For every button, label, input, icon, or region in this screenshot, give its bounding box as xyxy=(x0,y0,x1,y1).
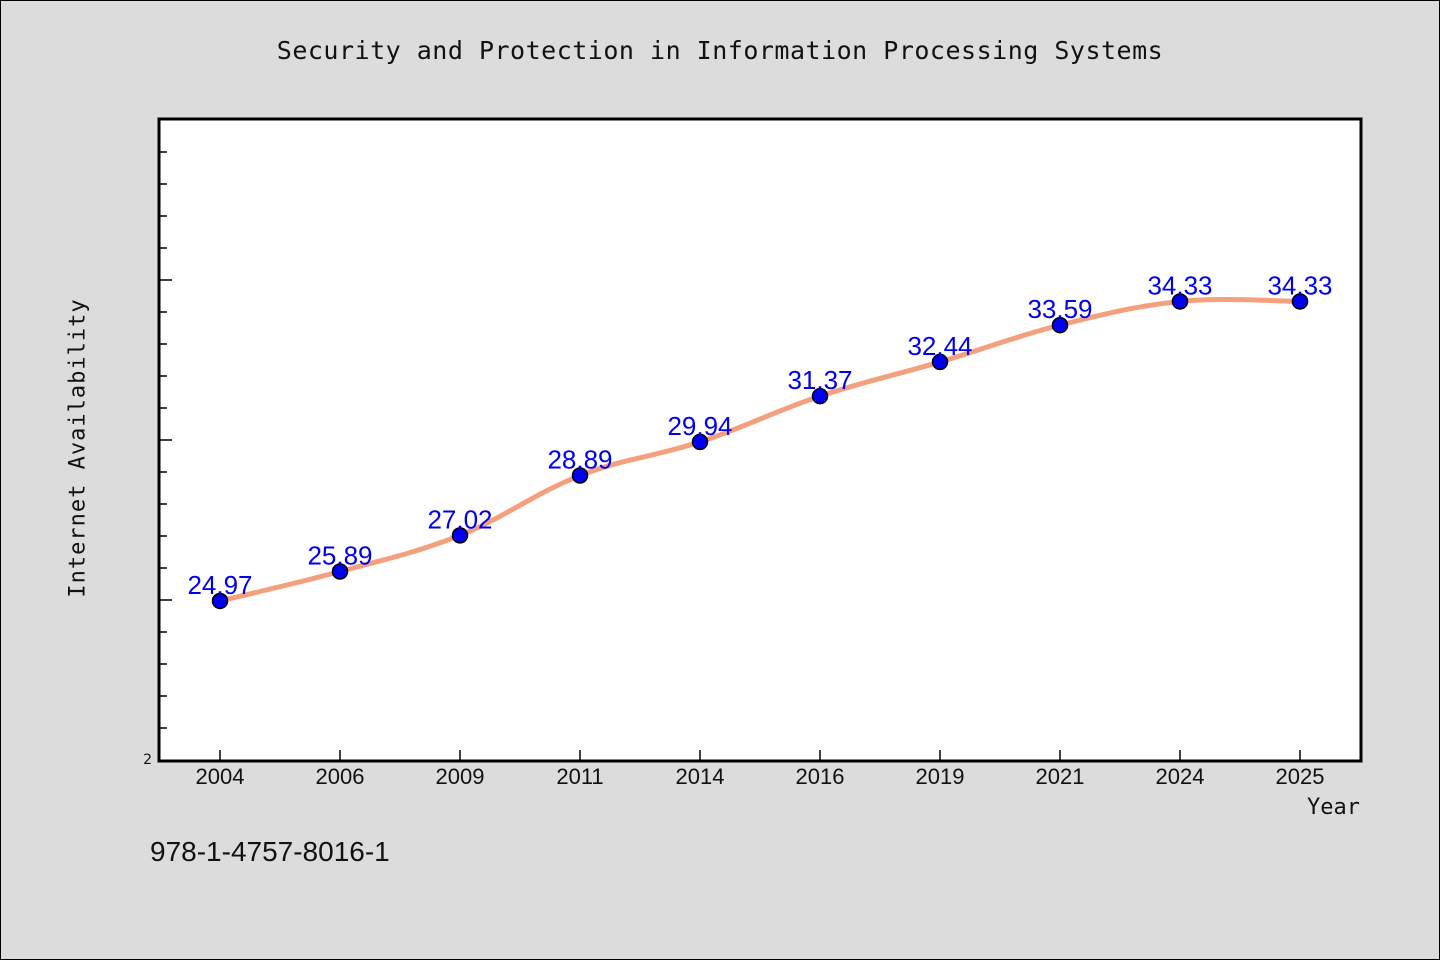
data-point xyxy=(1171,293,1189,310)
data-label: 24.97 xyxy=(187,570,252,600)
x-axis-ticks: 2004 2006 2009 2011 2014 2016 2019 2021 2024 2025 xyxy=(196,750,1325,789)
plot-area xyxy=(157,117,1363,763)
data-point xyxy=(931,353,949,371)
data-point xyxy=(691,433,709,451)
data-point xyxy=(331,563,349,580)
data-point xyxy=(1051,316,1069,334)
x-tick-label: 2009 xyxy=(436,764,485,789)
data-label: 34.33 xyxy=(1147,270,1212,300)
y-axis-ticks: 2 xyxy=(143,151,172,768)
x-tick-label: 2004 xyxy=(196,764,245,789)
series-line xyxy=(217,297,1303,604)
x-tick-label: 2006 xyxy=(316,764,365,789)
data-label: 29.94 xyxy=(667,411,732,441)
data-label: 32.44 xyxy=(907,331,972,361)
x-tick-label: 2016 xyxy=(796,764,845,789)
chart-title: Security and Protection in Information P… xyxy=(276,36,1164,65)
data-label: 27.02 xyxy=(427,504,492,534)
x-tick-label: 2025 xyxy=(1276,764,1325,789)
data-label: 31.37 xyxy=(787,365,852,395)
data-label: 25.89 xyxy=(307,541,372,571)
x-tick-label: 2014 xyxy=(676,764,725,789)
series-layer: 24.97 25.89 27.02 28.89 29.94 31.37 32.44 33.59… xyxy=(187,270,1333,610)
x-tick-label: 2021 xyxy=(1036,764,1085,789)
data-point xyxy=(451,527,469,544)
data-label: 28.89 xyxy=(547,445,612,475)
data-point xyxy=(811,387,829,405)
isbn-text: 978-1-4757-8016-1 xyxy=(150,836,390,867)
data-point xyxy=(1291,293,1309,310)
x-tick-label: 2024 xyxy=(1156,764,1205,789)
y-tick-label: 2 xyxy=(143,752,152,768)
y-axis-label: Internet Availability xyxy=(65,298,91,598)
data-point xyxy=(571,467,589,484)
x-tick-label: 2019 xyxy=(916,764,965,789)
x-axis-label: Year xyxy=(1307,795,1360,820)
x-tick-label: 2011 xyxy=(556,764,603,789)
data-label: 33.59 xyxy=(1027,294,1092,324)
data-label: 34.33 xyxy=(1267,270,1332,300)
data-point xyxy=(211,592,229,610)
